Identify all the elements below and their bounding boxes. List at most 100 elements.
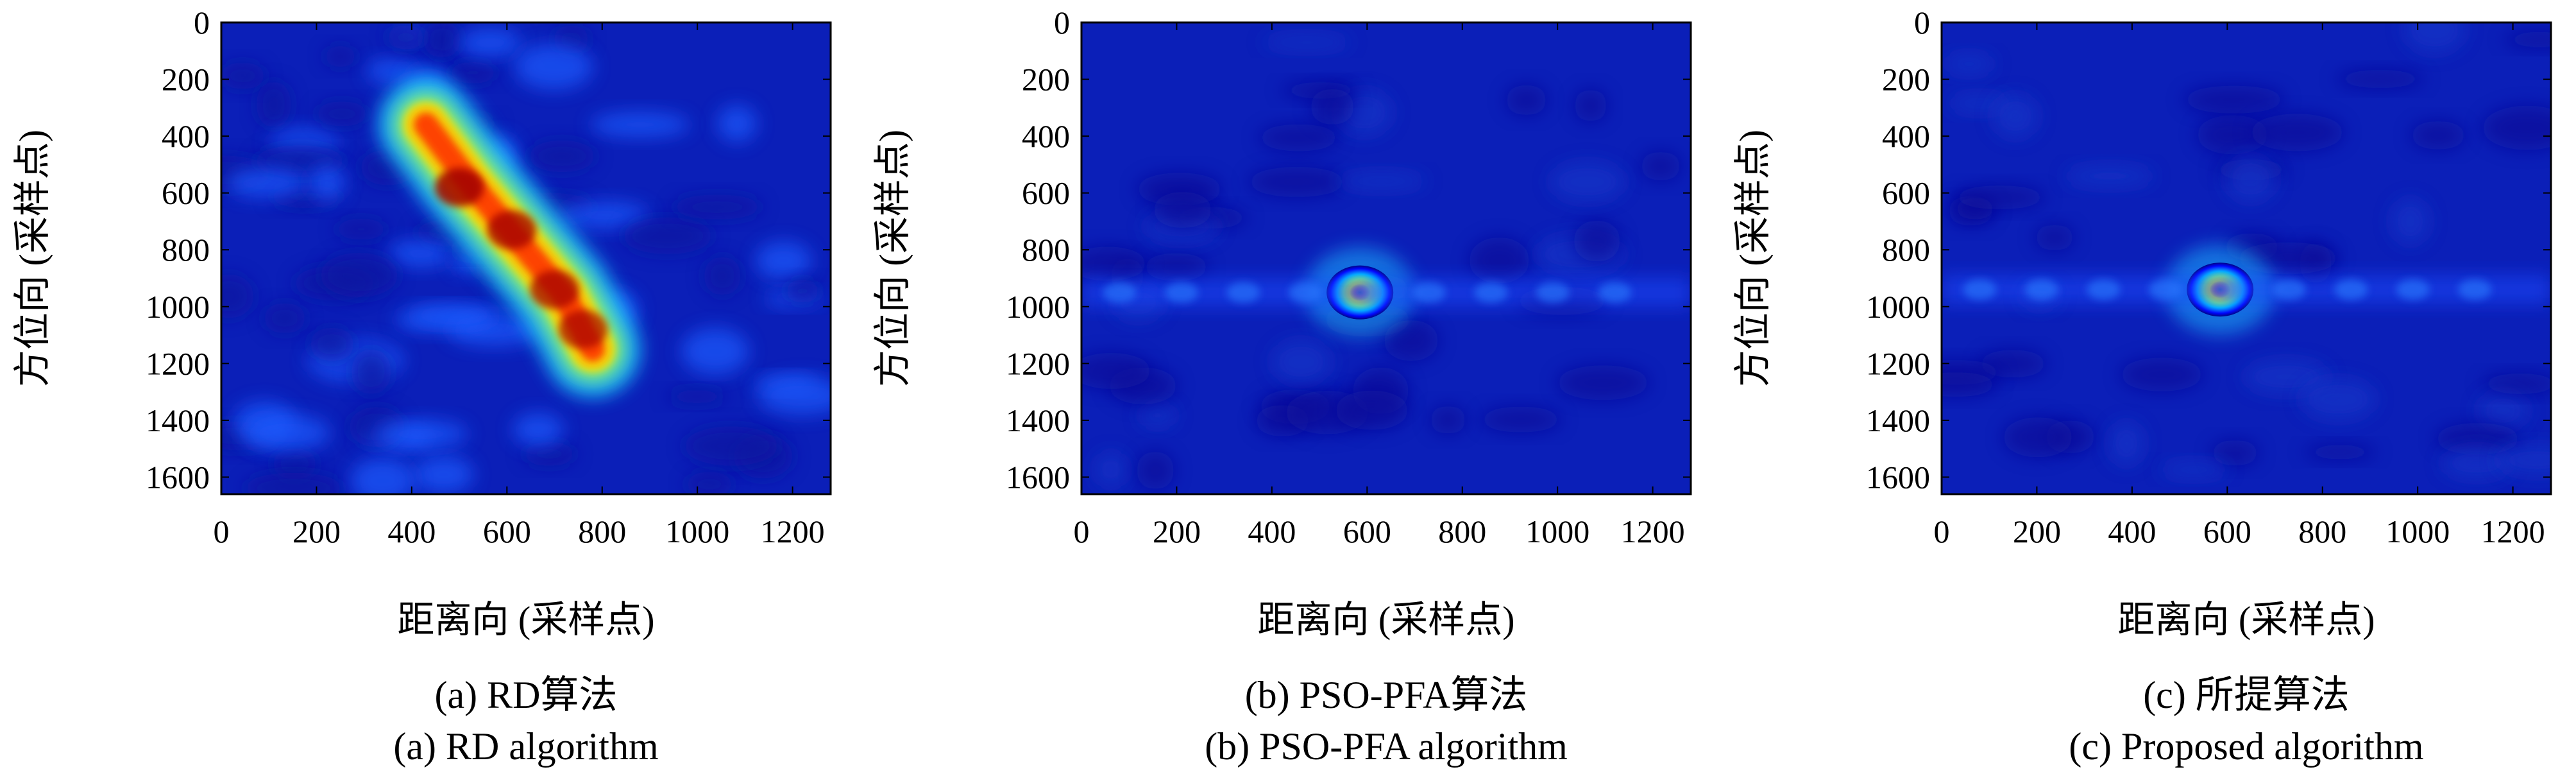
caption-english: (c) Proposed algorithm [2069, 725, 2424, 768]
heatmap-texture [1335, 390, 1409, 431]
heatmap-texture [221, 62, 266, 89]
heatmap-field [1942, 22, 2551, 479]
heatmap-texture [1953, 185, 2047, 209]
x-tick-label: 0 [1934, 513, 1950, 549]
heatmap-texture [263, 302, 307, 334]
y-tick-label: 200 [162, 62, 210, 98]
x-axis-label: 距离向 (采样点) [1257, 599, 1514, 641]
heatmap-texture [256, 80, 291, 128]
heatmap-texture [590, 112, 690, 138]
sidelobe-dot [1103, 282, 1137, 303]
heatmap-texture [2481, 373, 2551, 394]
y-tick-label: 800 [1022, 232, 1070, 268]
x-tick-label: 1000 [665, 513, 729, 549]
heatmap-texture [2003, 417, 2073, 458]
heatmap-texture [246, 415, 330, 452]
heatmap-texture [2108, 421, 2144, 466]
y-tick-label: 1600 [1006, 459, 1070, 495]
y-tick-label: 1200 [1006, 345, 1070, 381]
x-tick-label: 800 [578, 513, 626, 549]
y-axis-label: 方位向 (采样点) [872, 130, 913, 387]
x-tick-label: 0 [214, 513, 230, 549]
heatmap-texture [1310, 89, 1355, 125]
heatmap-texture [2482, 105, 2551, 150]
heatmap-texture [1094, 452, 1128, 487]
heatmap-texture [1942, 372, 1997, 397]
x-tick-label: 800 [1438, 513, 1486, 549]
heatmap-texture [681, 328, 749, 375]
x-tick-label: 0 [1074, 513, 1090, 549]
x-tick-label: 200 [292, 513, 341, 549]
heatmap-texture [447, 62, 498, 84]
heatmap-texture [758, 377, 831, 415]
heatmap-texture [2435, 422, 2521, 455]
x-tick-label: 1200 [1621, 513, 1685, 549]
y-tick-label: 200 [1022, 62, 1070, 98]
y-tick-label: 1400 [146, 402, 210, 438]
sidelobe-dot [1350, 282, 1384, 303]
heatmap-texture [2183, 85, 2285, 114]
y-tick-label: 800 [162, 232, 210, 268]
heatmap-texture [2441, 447, 2512, 479]
heatmap-texture [2504, 31, 2551, 48]
y-tick-label: 1200 [1866, 345, 1930, 381]
y-axis-label: 方位向 (采样点) [1732, 130, 1774, 387]
heatmap-texture [1550, 162, 1625, 202]
heatmap-texture [387, 239, 454, 268]
heatmap-texture [2335, 69, 2425, 89]
heatmap-texture [1081, 246, 1148, 281]
heatmap-texture [1480, 406, 1562, 433]
heatmap-texture [319, 252, 399, 298]
sidelobe-dot [1226, 282, 1260, 303]
caption-chinese: (c) 所提算法 [2143, 674, 2350, 716]
heatmap-texture [717, 105, 757, 142]
heatmap-texture [1573, 220, 1621, 262]
heatmap-texture [622, 217, 713, 255]
x-tick-label: 600 [483, 513, 531, 549]
x-tick-label: 1000 [2385, 513, 2450, 549]
y-tick-label: 400 [162, 118, 210, 154]
heatmap-texture [2196, 115, 2269, 155]
heatmap-texture [1574, 89, 1607, 122]
x-axis-label: 距离向 (采样点) [2117, 599, 2375, 641]
y-tick-label: 0 [1914, 4, 1930, 40]
heatmap-field [221, 22, 831, 494]
heatmap-texture [755, 241, 812, 280]
heatmap-texture [685, 472, 734, 494]
x-tick-label: 200 [2013, 513, 2061, 549]
heatmap-texture [784, 279, 820, 304]
heatmap-texture [513, 413, 564, 447]
heatmap-texture [528, 140, 597, 173]
heatmap-texture [308, 164, 346, 202]
heatmap-texture [2211, 440, 2259, 466]
heatmap-texture [374, 420, 468, 449]
sidelobe-dot [1412, 282, 1446, 303]
heatmap-texture [315, 101, 369, 126]
x-tick-label: 200 [1153, 513, 1201, 549]
x-tick-label: 600 [1343, 513, 1391, 549]
heatmap-texture [2250, 114, 2344, 151]
heatmap-texture [221, 274, 254, 319]
y-tick-label: 1000 [1866, 289, 1930, 325]
sidelobe-dot [1536, 282, 1570, 303]
sidelobe-dot [1288, 282, 1322, 303]
y-tick-label: 400 [1022, 118, 1070, 154]
y-tick-label: 600 [1022, 175, 1070, 211]
heatmap-texture [2300, 379, 2377, 420]
heatmap-texture [1468, 237, 1530, 284]
plot-frame [1940, 21, 2552, 495]
caption-english: (a) RD algorithm [393, 725, 659, 768]
heatmap-texture [1556, 365, 1650, 400]
heatmap-texture [558, 202, 650, 229]
y-tick-label: 0 [194, 4, 210, 40]
plot-frame [220, 21, 832, 495]
sidelobe-dot [2334, 279, 2368, 300]
sidelobe-dot [1474, 282, 1508, 303]
heatmap-texture [1383, 320, 1439, 361]
y-tick-label: 1000 [1006, 289, 1070, 325]
peak-marker [559, 310, 608, 349]
x-tick-label: 400 [1248, 513, 1296, 549]
sidelobe-dot [1164, 282, 1198, 303]
heatmap-texture [2478, 391, 2529, 430]
heatmap-texture [522, 442, 577, 467]
